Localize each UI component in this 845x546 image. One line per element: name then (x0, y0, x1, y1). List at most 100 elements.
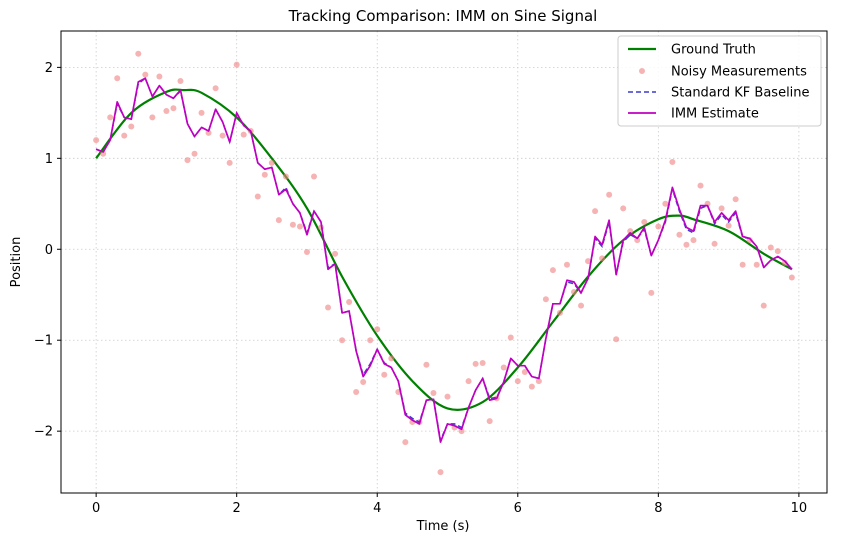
measurement-point (325, 304, 332, 311)
x-axis-label: Time (s) (416, 519, 470, 534)
measurement-point (781, 259, 788, 266)
y-axis-label: Position (9, 237, 24, 288)
measurement-point (500, 364, 507, 371)
measurement-point (683, 241, 690, 248)
measurement-point (620, 205, 627, 212)
measurement-point (648, 289, 655, 296)
x-tick-label: 6 (514, 501, 522, 516)
legend-box (617, 35, 822, 127)
measurement-point (563, 261, 570, 268)
measurement-point (93, 137, 100, 144)
legend-label-measurements: Noisy Measurements (671, 65, 807, 80)
measurement-point (339, 337, 346, 344)
measurement-point (310, 173, 317, 180)
measurement-point (662, 200, 669, 207)
measurement-point (535, 378, 542, 385)
measurement-point (711, 240, 718, 247)
measurement-point (128, 123, 135, 130)
y-tick-label: 0 (45, 243, 53, 258)
measurement-point (402, 439, 409, 446)
legend-label-kf: Standard KF Baseline (671, 86, 810, 101)
measurement-point (177, 78, 184, 85)
measurement-point (233, 61, 240, 68)
measurement-point (205, 129, 212, 136)
measurement-point (739, 261, 746, 268)
measurement-point (718, 205, 725, 212)
measurement-point (430, 389, 437, 396)
x-tick-label: 4 (373, 501, 381, 516)
measurement-point (374, 326, 381, 333)
measurement-point (275, 217, 282, 224)
measurement-point (367, 337, 374, 344)
measurement-point (170, 105, 177, 112)
series-line-kf (95, 77, 793, 443)
measurement-point (486, 418, 493, 425)
measurement-point (289, 221, 296, 228)
measurement-point (353, 389, 360, 396)
measurement-point (521, 369, 528, 376)
measurement-point (592, 208, 599, 215)
measurement-point (697, 182, 704, 189)
x-tick-label: 0 (92, 501, 100, 516)
measurement-point (669, 158, 676, 165)
measurement-point (444, 393, 451, 400)
measurement-point (585, 258, 592, 265)
measurement-point (268, 159, 275, 166)
measurement-point (142, 71, 149, 78)
measurement-point (676, 231, 683, 238)
measurement-point (458, 428, 465, 435)
measurement-point (690, 237, 697, 244)
measurement-point (606, 191, 613, 198)
y-tick-label: 1 (45, 152, 53, 167)
measurement-point (226, 159, 233, 166)
measurement-point (346, 299, 353, 306)
measurement-point (472, 360, 479, 367)
measurement-point (549, 267, 556, 274)
legend: Ground Truth Noisy Measurements Standard… (617, 35, 822, 127)
legend-label-imm: IMM Estimate (671, 107, 759, 122)
measurement-point (655, 223, 662, 230)
measurement-point (303, 248, 310, 255)
measurement-point (388, 355, 395, 362)
measurement-point (240, 131, 247, 138)
x-tick-label: 2 (233, 501, 241, 516)
measurement-point (184, 157, 191, 164)
measurement-point (423, 361, 430, 368)
measurement-point (507, 334, 514, 341)
measurement-point (641, 218, 648, 225)
chart-title: Tracking Comparison: IMM on Sine Signal (288, 7, 598, 25)
measurement-point (465, 378, 472, 385)
measurement-point (774, 248, 781, 255)
measurement-point (599, 255, 606, 262)
measurement-point (556, 309, 563, 316)
series-line-ground-truth (95, 88, 793, 411)
measurement-point (332, 250, 339, 257)
x-tick-label: 10 (791, 501, 808, 516)
measurement-point (163, 108, 170, 115)
measurement-point (261, 171, 268, 178)
measurement-point (360, 379, 367, 386)
measurement-point (767, 244, 774, 251)
series-layer (93, 50, 795, 476)
measurement-point (437, 469, 444, 476)
measurement-point (528, 383, 535, 390)
x-tick-label: 8 (654, 501, 662, 516)
measurement-point (479, 359, 486, 366)
measurement-point (114, 75, 121, 82)
measurement-point (149, 114, 156, 121)
measurement-point (198, 109, 205, 116)
measurement-point (542, 296, 549, 303)
measurement-point (725, 222, 732, 229)
measurement-point (613, 336, 620, 343)
y-tick-label: 2 (45, 61, 53, 76)
measurement-point (381, 371, 388, 378)
measurement-point (254, 193, 261, 200)
y-tick-label: −1 (34, 334, 53, 349)
measurement-point (121, 132, 128, 139)
measurement-point (212, 85, 219, 92)
measurement-point (627, 228, 634, 235)
series-line-imm (95, 77, 793, 443)
measurement-point (107, 114, 114, 121)
